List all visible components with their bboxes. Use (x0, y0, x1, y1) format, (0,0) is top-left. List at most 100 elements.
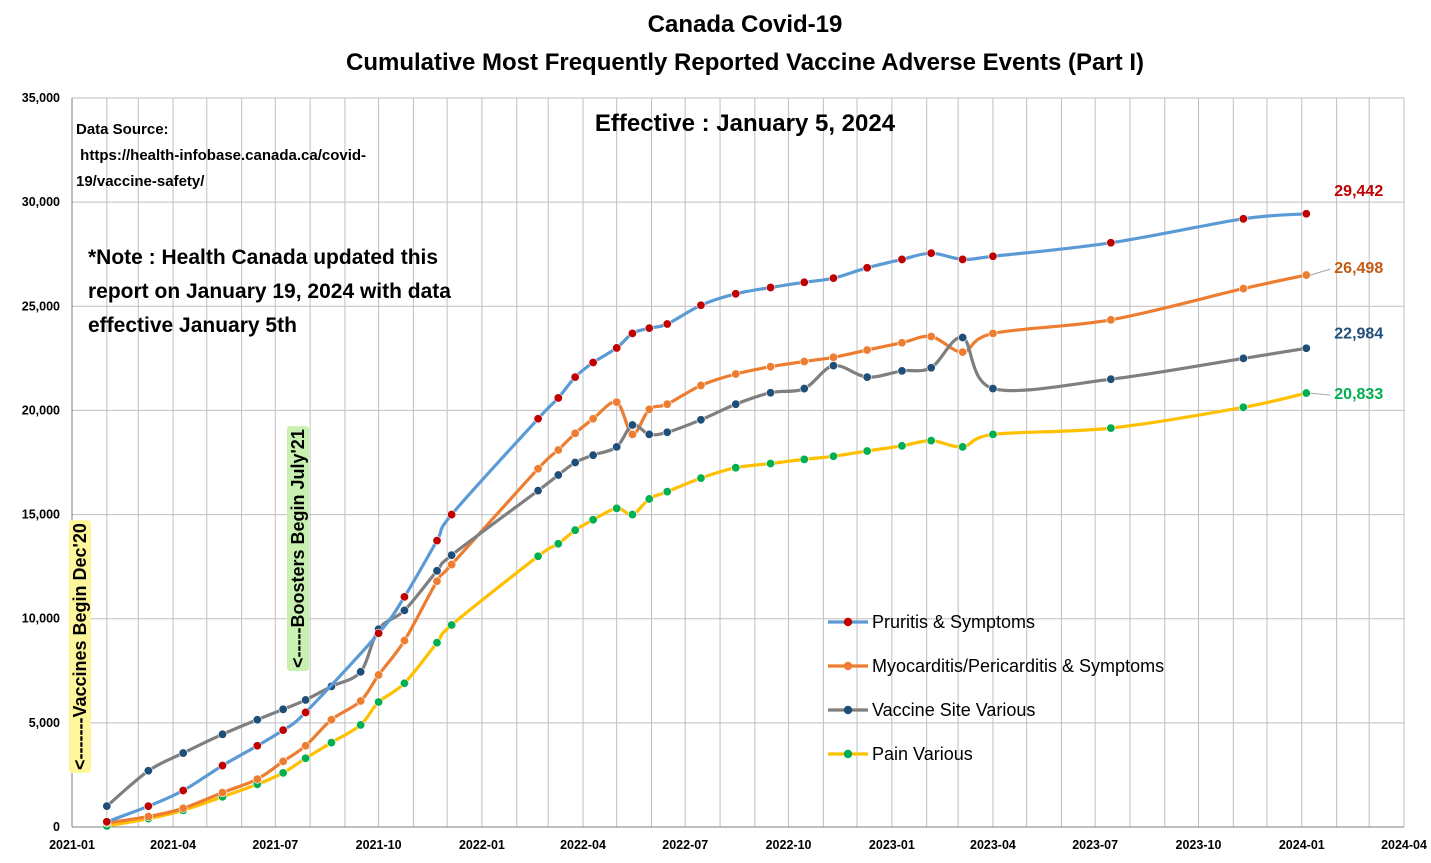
legend-label: Vaccine Site Various (872, 700, 1035, 720)
data-point (374, 628, 384, 638)
x-tick-label: 2023-10 (1176, 838, 1222, 852)
data-point (612, 442, 622, 452)
data-point (533, 464, 543, 474)
data-point (862, 446, 872, 456)
data-point (102, 801, 112, 811)
data-point (696, 380, 706, 390)
x-axis: 2021-01 2021-04 2021-07 2021-10 2022-01 2022-… (49, 838, 1427, 852)
data-point (897, 366, 907, 376)
data-point (553, 539, 563, 549)
data-point (696, 473, 706, 483)
data-point (988, 384, 998, 394)
note-text: *Note : Health Canada updated this repor… (88, 246, 451, 337)
data-point (374, 670, 384, 680)
y-tick-label: 35,000 (22, 91, 60, 105)
data-point (731, 399, 741, 409)
data-point (644, 494, 654, 504)
end-value-label: 29,442 (1334, 183, 1383, 200)
data-point (958, 347, 968, 357)
data-point (447, 550, 457, 560)
data-point (731, 289, 741, 299)
legend-swatch-marker (843, 661, 853, 671)
legend-entry: Pain Various (828, 744, 973, 764)
data-point (627, 510, 637, 520)
data-point (926, 331, 936, 341)
data-point (731, 369, 741, 379)
data-point (278, 756, 288, 766)
data-point (1106, 374, 1116, 384)
data-point (252, 741, 262, 751)
y-tick-label: 30,000 (22, 195, 60, 209)
data-point (662, 319, 672, 329)
data-source-line: Data Source: (76, 121, 169, 138)
x-tick-label: 2024-04 (1381, 838, 1427, 852)
x-tick-label: 2022-10 (766, 838, 812, 852)
data-point (958, 254, 968, 264)
data-point (301, 753, 311, 763)
data-point (356, 667, 366, 677)
data-point (278, 704, 288, 714)
legend-swatch-marker (843, 705, 853, 715)
x-tick-label: 2022-01 (459, 838, 505, 852)
data-point (143, 801, 153, 811)
data-point (356, 720, 366, 730)
data-point (570, 457, 580, 467)
data-point (533, 486, 543, 496)
data-point (644, 404, 654, 414)
data-point (588, 515, 598, 525)
data-point (301, 741, 311, 751)
data-point (432, 638, 442, 648)
data-point (799, 384, 809, 394)
end-value-label: 22,984 (1334, 325, 1383, 342)
data-point (627, 420, 637, 430)
data-point (897, 338, 907, 348)
legend-entry: Pruritis & Symptoms (828, 612, 1035, 632)
data-point (326, 715, 336, 725)
data-point (143, 766, 153, 776)
annotation-highlight (69, 520, 91, 773)
data-point (1238, 402, 1248, 412)
data-point (553, 445, 563, 455)
data-point (862, 345, 872, 355)
plot-area (72, 98, 1404, 827)
data-point (278, 768, 288, 778)
data-point (644, 429, 654, 439)
data-point (217, 788, 227, 798)
note-line: *Note : Health Canada updated this (88, 246, 438, 269)
x-tick-label: 2024-01 (1279, 838, 1325, 852)
data-point (612, 343, 622, 353)
data-point (374, 697, 384, 707)
annotation: <-----Boosters Begin July'21 (287, 426, 309, 671)
data-point (828, 273, 838, 283)
legend-swatch-marker (843, 749, 853, 759)
data-point (447, 620, 457, 630)
y-tick-label: 5,000 (29, 716, 60, 730)
data-point (1301, 343, 1311, 353)
data-point (399, 678, 409, 688)
data-point (1301, 270, 1311, 280)
data-point (301, 695, 311, 705)
data-point (399, 592, 409, 602)
data-point (731, 463, 741, 473)
data-point (1301, 388, 1311, 398)
data-point (897, 254, 907, 264)
x-tick-label: 2023-01 (869, 838, 915, 852)
data-point (301, 707, 311, 717)
data-point (799, 356, 809, 366)
data-point (828, 451, 838, 461)
annotations: <-------Vaccines Begin Dec'20 <-----Boost… (69, 426, 309, 773)
x-tick-label: 2021-07 (252, 838, 298, 852)
leader-line (1310, 268, 1331, 276)
series-line (105, 212, 1308, 824)
data-point (1106, 238, 1116, 248)
data-point (828, 352, 838, 362)
end-value-label: 20,833 (1334, 386, 1383, 403)
data-point (1238, 353, 1248, 363)
data-source-line: 19/vaccine-safety/ (76, 173, 205, 190)
data-point (102, 817, 112, 827)
data-point (533, 414, 543, 424)
data-point (178, 786, 188, 796)
data-point (926, 363, 936, 373)
x-tick-label: 2022-07 (662, 838, 708, 852)
